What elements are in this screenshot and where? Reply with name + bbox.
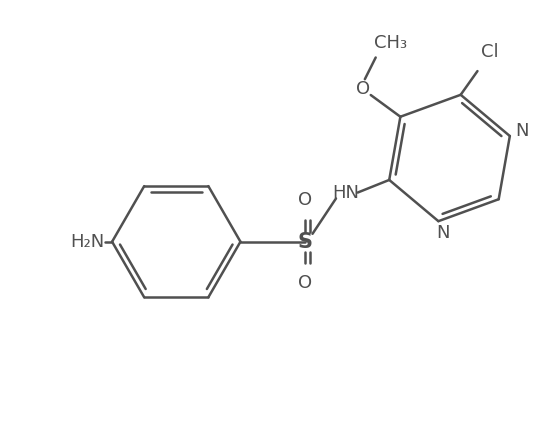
Text: O: O xyxy=(356,80,370,98)
Text: CH₃: CH₃ xyxy=(374,34,407,52)
Text: N: N xyxy=(437,224,450,242)
Text: H₂N: H₂N xyxy=(70,232,104,251)
Text: HN: HN xyxy=(332,184,359,201)
Text: S: S xyxy=(297,232,312,252)
Text: O: O xyxy=(298,274,312,292)
Text: Cl: Cl xyxy=(481,43,499,61)
Text: N: N xyxy=(515,122,529,140)
Text: O: O xyxy=(298,191,312,209)
